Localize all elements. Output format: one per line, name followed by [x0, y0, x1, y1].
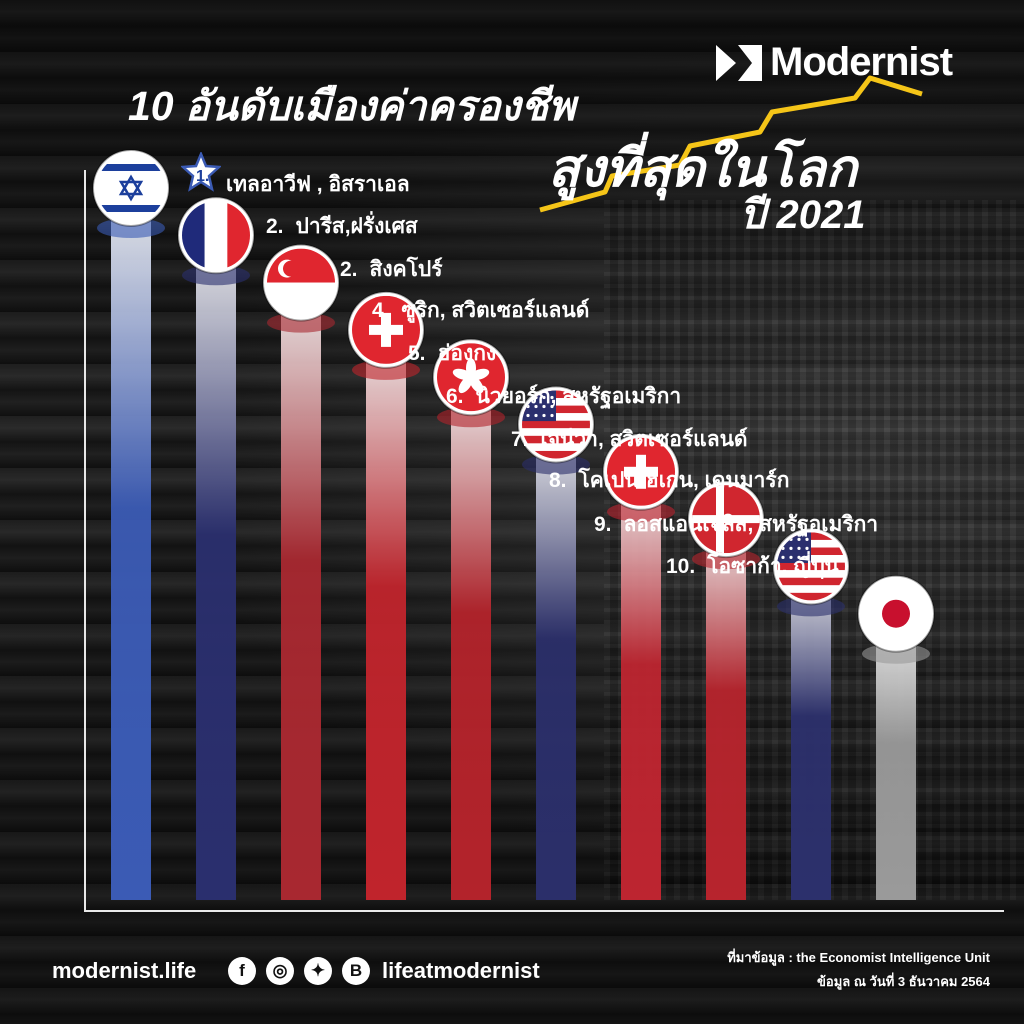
ranking-bar	[706, 519, 746, 900]
title-line-1: 10 อันดับเมืองค่าครองชีพ	[128, 83, 576, 129]
rank-number: 2.	[340, 258, 358, 281]
brand-name: Modernist	[770, 40, 953, 84]
star-icon	[181, 152, 221, 192]
rank-number: 8.	[549, 469, 567, 492]
modernist-logo-icon	[716, 44, 762, 81]
city-name: ซูริก, สวิตเซอร์แลนด์	[401, 299, 590, 322]
price-zigzag-icon	[539, 75, 923, 213]
city-name: นิวยอร์ก, สหรัฐอเมริกา	[475, 385, 682, 408]
city-label: 7. เจนีวา, สวิตเซอร์แลนด์	[511, 423, 748, 456]
city-name: เทลอาวีฟ , อิสราเอล	[226, 173, 410, 196]
ranking-bar	[621, 471, 661, 900]
denmark-flag-icon	[687, 480, 765, 559]
title-line-2: สูงที่สุดในโลก	[548, 140, 858, 198]
city-name: ลอสแอนเจลิส, สหรัฐอเมริกา	[623, 513, 879, 536]
rank-number: 5.	[408, 342, 426, 365]
ranking-bar	[281, 282, 321, 901]
city-label: 1. เทลอาวีฟ , อิสราเอล	[196, 168, 410, 201]
blockdit-icon[interactable]: B	[342, 957, 370, 985]
city-name: ปารีส,ฝรั่งเศส	[295, 215, 418, 238]
city-label: 4. ซูริก, สวิตเซอร์แลนด์	[372, 294, 589, 327]
ranking-bar	[791, 566, 831, 900]
rank-number: 7.	[511, 428, 529, 451]
france-flag-icon	[177, 196, 255, 275]
ranking-bar	[366, 329, 406, 900]
usa-flag-icon	[772, 527, 850, 606]
rank-number: 1.	[196, 168, 210, 185]
brand-logo: Modernist	[716, 40, 953, 85]
title-line-3: ปี 2021	[740, 193, 866, 237]
city-label: 5. ฮ่องกง	[408, 337, 496, 370]
ranking-bar	[536, 424, 576, 900]
city-label: 8. โคเปนเฮเกน, เดนมาร์ก	[549, 464, 789, 497]
rank-number: 6.	[446, 385, 464, 408]
city-label: 9. ลอสแอนเจลิส, สหรัฐอเมริกา	[594, 508, 878, 541]
twitter-icon[interactable]: ✦	[304, 957, 332, 985]
hong-kong-flag-icon	[432, 338, 510, 417]
facebook-icon[interactable]: f	[228, 957, 256, 985]
source-line-1: ที่มาข้อมูล : the Economist Intelligence…	[727, 950, 990, 965]
source-note: ที่มาข้อมูล : the Economist Intelligence…	[727, 946, 990, 994]
city-name: โอซาก้า, ญี่ปุ่น	[707, 555, 839, 578]
chart-frame-left	[84, 170, 86, 910]
ranking-bar	[111, 188, 151, 900]
rank-number: 9.	[594, 513, 612, 536]
usa-flag-icon	[517, 385, 595, 464]
instagram-icon[interactable]: ◎	[266, 957, 294, 985]
rank-number: 10.	[666, 555, 696, 578]
city-label: 6. นิวยอร์ก, สหรัฐอเมริกา	[446, 380, 681, 413]
rank-number: 4.	[372, 299, 390, 322]
city-label: 2. สิงคโปร์	[340, 253, 443, 286]
japan-flag-icon	[857, 574, 935, 653]
city-name: โคเปนเฮเกน, เดนมาร์ก	[578, 469, 790, 492]
city-label: 2. ปารีส,ฝรั่งเศส	[266, 210, 418, 243]
footer-handle[interactable]: lifeatmodernist	[382, 958, 540, 983]
city-name: เจนีวา, สวิตเซอร์แลนด์	[540, 428, 748, 451]
footer-website[interactable]: modernist.life	[52, 958, 197, 983]
rank-number: 2.	[266, 215, 284, 238]
city-name: สิงคโปร์	[369, 258, 443, 281]
israel-flag-icon	[92, 149, 170, 227]
ranking-bar	[451, 377, 491, 900]
city-label: 10. โอซาก้า, ญี่ปุ่น	[666, 550, 839, 583]
source-line-2: ข้อมูล ณ วันที่ 3 ธันวาคม 2564	[817, 974, 990, 989]
switzerland-flag-icon	[602, 432, 680, 511]
chart-frame-bottom	[84, 910, 1004, 912]
city-name: ฮ่องกง	[437, 342, 497, 365]
ranking-bar	[196, 235, 236, 901]
singapore-flag-icon	[262, 243, 340, 322]
switzerland-flag-icon	[347, 290, 425, 369]
